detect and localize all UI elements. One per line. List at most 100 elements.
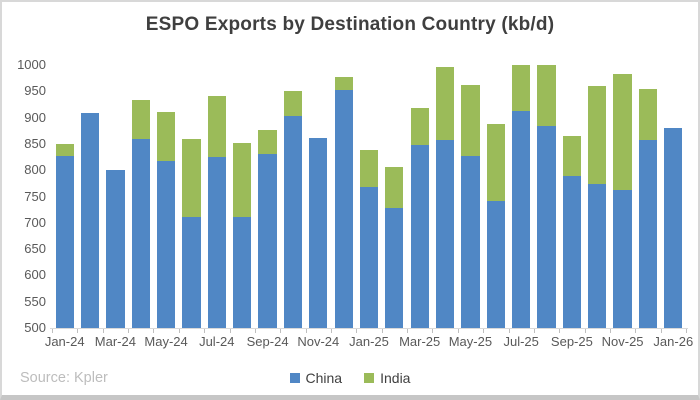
axis-tick xyxy=(686,329,687,333)
bar-india-Aug-24 xyxy=(233,143,252,217)
x-axis-label-Sep-24: Sep-24 xyxy=(246,334,289,349)
bar-india-Jan-25 xyxy=(359,149,379,187)
axis-tick xyxy=(331,329,332,333)
x-axis-label-May-24: May-24 xyxy=(144,334,188,349)
axis-tick xyxy=(204,329,206,333)
y-axis-label-600: 600 xyxy=(24,267,46,283)
y-axis-label-750: 750 xyxy=(24,188,46,204)
legend-swatch-china-icon xyxy=(289,373,300,383)
source-label: Source: Kpler xyxy=(20,370,108,386)
bar-china-Sep-25 xyxy=(562,175,581,328)
bar-china-Jul-25 xyxy=(512,110,531,328)
axis-tick xyxy=(229,329,231,333)
axis-tick xyxy=(508,329,510,333)
bar-china-Oct-25 xyxy=(588,184,607,328)
legend-swatch-india-icon xyxy=(364,373,375,383)
legend-item-india: India xyxy=(364,370,410,386)
y-axis-label-850: 850 xyxy=(24,135,46,151)
y-axis-label-900: 900 xyxy=(24,109,46,125)
x-axis-label-Sep-25: Sep-25 xyxy=(550,334,593,349)
y-axis-label-550: 550 xyxy=(24,293,46,309)
axis-tick xyxy=(153,329,155,333)
bar-china-Oct-24 xyxy=(283,116,303,328)
legend: China India xyxy=(2,370,698,386)
y-axis-label-650: 650 xyxy=(24,241,46,257)
axis-tick xyxy=(407,329,408,333)
bar-china-Jan-25 xyxy=(359,187,379,328)
x-axis-label-Mar-25: Mar-25 xyxy=(399,334,441,349)
x-axis-label-Jan-26: Jan-26 xyxy=(653,334,694,349)
x-axis-label-Jan-24: Jan-24 xyxy=(44,334,85,349)
bar-india-Apr-25 xyxy=(435,66,455,140)
bar-india-Dec-25 xyxy=(638,89,658,140)
bar-china-Aug-24 xyxy=(233,216,252,328)
axis-tick xyxy=(533,329,535,333)
axis-tick xyxy=(432,329,434,333)
bar-china-Dec-25 xyxy=(638,139,658,328)
bar-china-Jun-24 xyxy=(182,216,201,328)
bar-china-Nov-25 xyxy=(613,190,632,328)
axis-tick xyxy=(483,329,485,333)
bar-china-Nov-24 xyxy=(309,138,328,328)
bar-india-Jul-25 xyxy=(512,65,531,111)
bar-china-Jul-24 xyxy=(207,156,226,328)
legend-label-india: India xyxy=(380,370,411,386)
axis-tick xyxy=(584,329,586,333)
legend-label-china: China xyxy=(305,370,343,386)
axis-tick xyxy=(660,329,662,333)
bar-china-Apr-24 xyxy=(131,138,150,328)
x-axis-label-Nov-24: Nov-24 xyxy=(297,334,340,349)
legend-item-china: China xyxy=(289,370,343,386)
bar-india-Mar-25 xyxy=(410,108,429,145)
bar-china-Mar-25 xyxy=(410,145,429,328)
bar-india-Jul-24 xyxy=(207,95,226,157)
x-axis-line xyxy=(50,328,688,329)
x-axis-label-Jul-24: Jul-24 xyxy=(199,334,235,349)
bar-india-Sep-24 xyxy=(258,130,277,155)
x-axis-label-Jul-25: Jul-25 xyxy=(503,334,539,349)
axis-tick xyxy=(77,329,79,333)
bar-china-Jan-26 xyxy=(664,128,683,328)
axis-tick xyxy=(305,329,307,333)
axis-tick xyxy=(635,329,637,333)
axis-tick xyxy=(457,329,459,333)
bar-india-May-24 xyxy=(157,112,176,162)
axis-tick xyxy=(559,329,561,333)
bar-china-May-24 xyxy=(157,161,176,328)
chart-title: ESPO Exports by Destination Country (kb/… xyxy=(145,14,555,35)
bar-india-Aug-25 xyxy=(537,65,556,126)
bar-india-Oct-25 xyxy=(588,86,607,185)
bar-china-Jun-25 xyxy=(486,201,505,328)
y-axis-label-500: 500 xyxy=(24,320,46,335)
x-axis-label-Mar-24: Mar-24 xyxy=(94,334,136,349)
x-axis-label-May-25: May-25 xyxy=(448,334,493,349)
x-axis-label-Jan-25: Jan-25 xyxy=(349,334,389,349)
bar-china-Feb-24 xyxy=(80,113,100,328)
axis-tick xyxy=(381,329,383,333)
y-axis-label-950: 950 xyxy=(24,83,46,99)
bar-china-Aug-25 xyxy=(537,125,556,328)
bar-china-Jan-24 xyxy=(55,156,74,328)
bar-india-Nov-25 xyxy=(613,74,632,191)
axis-tick xyxy=(254,329,256,333)
axis-tick xyxy=(178,329,180,333)
axis-tick xyxy=(128,329,130,333)
bar-china-Apr-25 xyxy=(435,139,455,328)
plot-area xyxy=(52,65,686,328)
axis-tick xyxy=(609,329,611,333)
x-axis-label-Nov-25: Nov-25 xyxy=(601,334,644,349)
axis-tick xyxy=(52,329,53,333)
bar-china-May-25 xyxy=(461,156,480,328)
y-axis-label-1000: 1000 xyxy=(17,57,46,72)
y-axis-label-800: 800 xyxy=(24,162,46,178)
bar-china-Sep-24 xyxy=(258,154,277,328)
bar-china-Mar-24 xyxy=(106,170,125,328)
bar-india-Jun-25 xyxy=(486,123,505,202)
bar-india-Jan-24 xyxy=(55,143,74,156)
bar-india-Dec-24 xyxy=(334,76,353,90)
bar-india-Oct-24 xyxy=(283,91,303,116)
bar-india-Apr-24 xyxy=(131,100,150,139)
axis-tick xyxy=(280,329,282,333)
bar-india-Jun-24 xyxy=(182,139,201,217)
